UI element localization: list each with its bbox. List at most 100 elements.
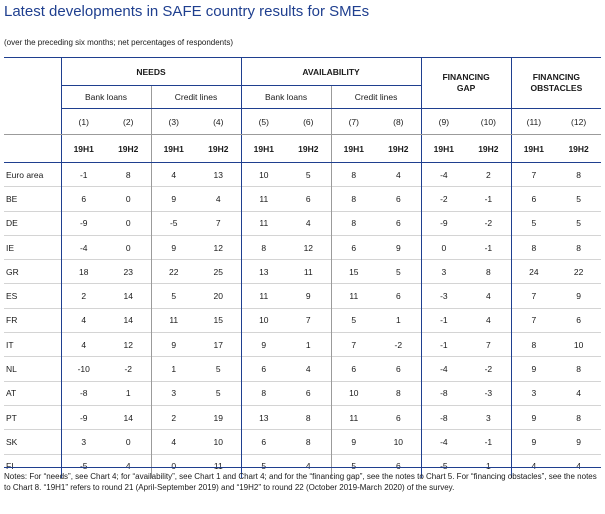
value-cell: 18: [60, 259, 106, 284]
value-cell: 6: [330, 234, 377, 260]
value-cell: 5: [240, 453, 287, 478]
value-cell: 9: [510, 404, 557, 430]
value-cell: 2: [485, 169, 491, 180]
value-cell: 5: [330, 453, 377, 478]
value-cell: -1: [466, 234, 512, 260]
value-cell: 9: [150, 332, 196, 357]
value-cell: 5: [510, 210, 557, 236]
value-cell: 12: [196, 234, 242, 260]
column-number: (11): [510, 108, 557, 135]
value-cell: 6: [240, 356, 287, 382]
value-cell: -1: [60, 162, 106, 187]
table-row: Euro area -1 8 4 13 10 5 8 4 -4 2 7 8: [4, 162, 601, 187]
value-cell: 9: [150, 234, 196, 260]
value-cell: -4: [420, 162, 467, 187]
value-cell: 3: [466, 404, 512, 430]
value-cell: -8: [420, 404, 467, 430]
table-row: FI -5 4 0 11 5 4 5 6 -5 1 4 4: [4, 453, 602, 478]
value-cell: -2: [376, 332, 422, 357]
value-cell: 4: [286, 210, 332, 236]
value-cell: 10: [196, 429, 242, 455]
value-cell: -2: [420, 186, 467, 212]
value-cell: 8: [576, 169, 581, 180]
table-notes: Notes: For “needs”, see Chart 4; for “av…: [4, 472, 597, 492]
value-cell: -10: [60, 356, 106, 382]
country-label: IE: [4, 234, 61, 260]
value-cell: 13: [240, 404, 287, 430]
country-label: PT: [4, 404, 61, 430]
value-cell: -3: [420, 283, 467, 309]
value-cell: 10: [240, 162, 287, 187]
column-number: (4): [196, 108, 242, 135]
value-cell: -3: [466, 380, 512, 406]
value-cell: 4: [60, 332, 106, 357]
value-cell: 0: [106, 210, 151, 236]
value-cell: 5: [196, 380, 242, 406]
value-cell: 0: [420, 234, 467, 260]
value-cell: -5: [150, 210, 196, 236]
value-cell: 6: [376, 186, 422, 212]
value-cell: 11: [286, 259, 332, 284]
group-financing-obstacles: FINANCING OBSTACLES: [510, 57, 602, 109]
period-header: 19H1: [60, 134, 106, 163]
value-cell: 5: [196, 356, 242, 382]
value-cell: 4: [106, 453, 151, 478]
value-cell: 8: [330, 186, 377, 212]
value-cell: 5: [376, 259, 422, 284]
value-cell: 4: [466, 283, 512, 309]
value-cell: 8: [240, 380, 287, 406]
value-cell: 14: [106, 404, 151, 430]
table-subtitle: (over the preceding six months; net perc…: [4, 38, 234, 47]
column-number: (5): [240, 108, 287, 135]
value-cell: 8: [376, 380, 422, 406]
value-cell: -4: [420, 429, 467, 455]
value-cell: -9: [60, 210, 106, 236]
value-cell: 8: [286, 429, 332, 455]
financing-obstacles-line2: OBSTACLES: [530, 83, 583, 93]
value-cell: -1: [420, 307, 467, 333]
country-label: FI: [4, 453, 61, 478]
value-cell: 19: [196, 404, 242, 430]
table-row: ES 2 14 5 20 11 9 11 6 -3 4 7 9: [4, 283, 602, 309]
country-label: IT: [4, 332, 61, 357]
value-cell: -2: [466, 356, 512, 382]
value-cell: -8: [60, 380, 106, 406]
value-cell: 11: [240, 283, 287, 309]
table-row: FR 4 14 11 15 10 7 5 1 -1 4 7 6: [4, 307, 602, 333]
value-cell: 1: [286, 332, 332, 357]
value-cell: 9: [556, 283, 602, 309]
value-cell: 9: [510, 356, 557, 382]
subgroup-avail-bank-loans: Bank loans: [240, 85, 332, 109]
period-header: 19H2: [466, 134, 512, 163]
period-header: 19H1: [330, 134, 377, 163]
country-label: GR: [4, 259, 61, 284]
column-number: (12): [556, 108, 602, 135]
value-cell: 4: [150, 429, 196, 455]
column-number: (8): [376, 108, 422, 135]
column-number: (10): [466, 108, 512, 135]
value-cell: 17: [196, 332, 242, 357]
value-cell: 6: [286, 380, 332, 406]
corner-cell-sub: [4, 86, 61, 109]
value-cell: 3: [510, 380, 557, 406]
column-number: (6): [286, 108, 332, 135]
value-cell: 4: [286, 356, 332, 382]
value-cell: 10: [556, 332, 602, 357]
value-cell: 12: [286, 234, 332, 260]
value-cell: 8: [286, 404, 332, 430]
value-cell: -5: [60, 453, 106, 478]
value-cell: 6: [286, 186, 332, 212]
subgroup-needs-bank-loans: Bank loans: [60, 85, 151, 109]
value-cell: -1: [466, 186, 512, 212]
period-header: 19H1: [240, 134, 287, 163]
table-row: SK 3 0 4 10 6 8 9 10 -4 -1 9 9: [4, 429, 602, 455]
table-row: PT -9 14 2 19 13 8 11 6 -8 3 9 8: [4, 404, 602, 430]
value-cell: 20: [196, 283, 242, 309]
corner-cell: [4, 57, 61, 86]
value-cell: 6: [240, 429, 287, 455]
table-row: BE 6 0 9 4 11 6 8 6 -2 -1 6 5: [4, 186, 602, 212]
value-cell: 4: [60, 307, 106, 333]
value-cell: 7: [510, 283, 557, 309]
value-cell: 3: [420, 259, 467, 284]
value-cell: 0: [150, 453, 196, 478]
